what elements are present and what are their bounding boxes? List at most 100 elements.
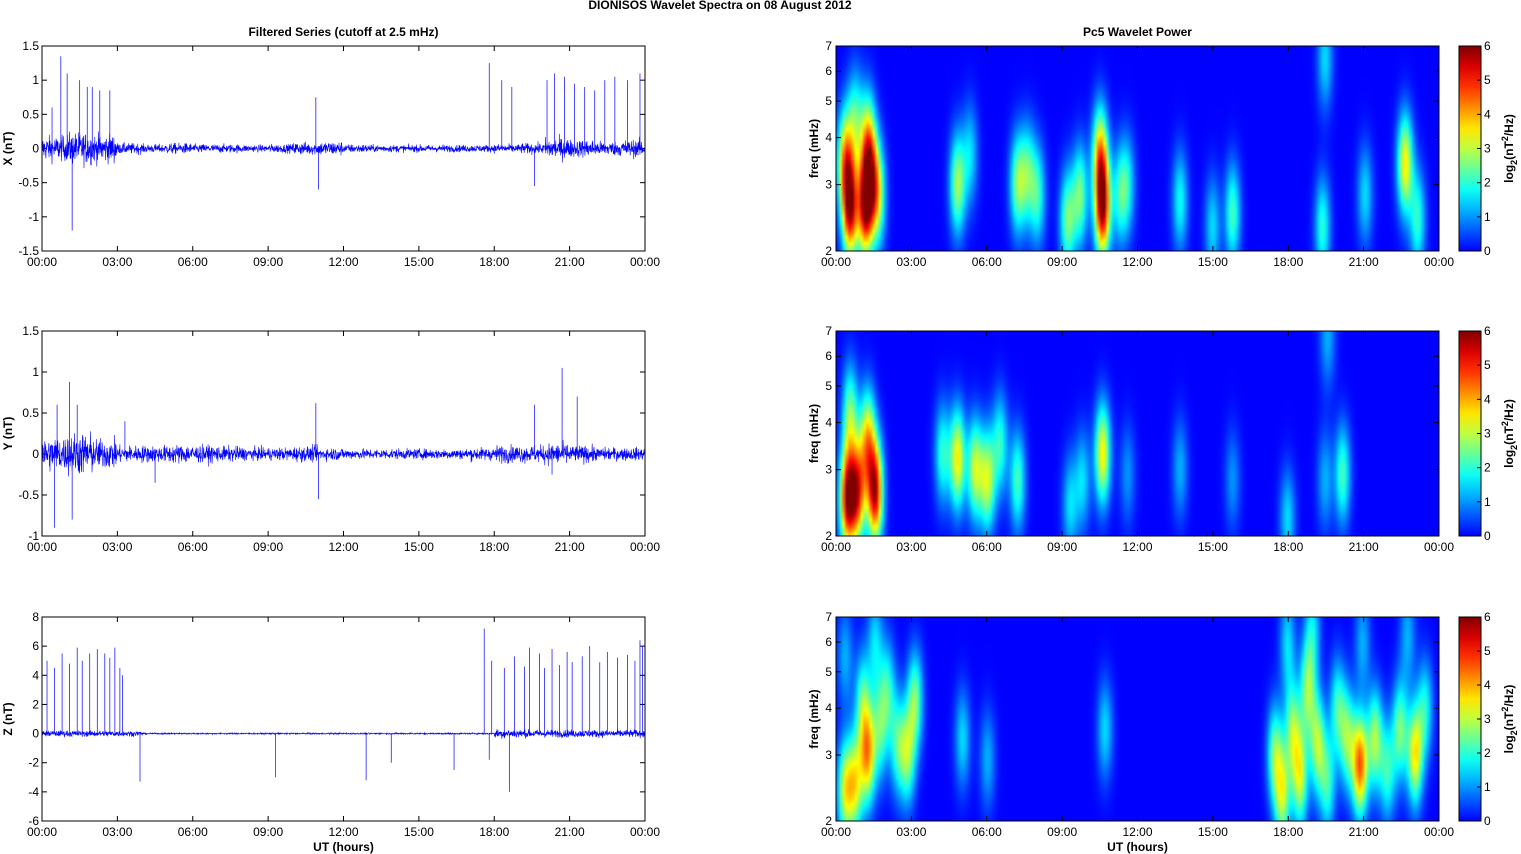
heatmap-panel-2-colorbar-tick-label: 0: [1484, 529, 1491, 543]
line-panel-1-x-tick-label: 18:00: [479, 255, 509, 269]
line-panel-2-x-tick-label: 15:00: [404, 540, 434, 554]
line-panel-1-x-tick-label: 00:00: [630, 255, 660, 269]
line-panel-1-frame: [41, 45, 646, 252]
colorbar-label-part: (nT: [1502, 426, 1516, 445]
heatmap-panel-1-y-tick-label: 2: [825, 244, 832, 258]
heatmap-panel-1-colorbar-tick-label: 0: [1484, 244, 1491, 258]
line-panel-3-series-line: [41, 728, 646, 739]
heatmap-panel-3-x-tick-label: 18:00: [1273, 825, 1303, 839]
colorbar-label-part: /Hz): [1502, 114, 1516, 136]
heatmap-panel-1-x-tick-label: 09:00: [1047, 255, 1077, 269]
line-panel-1-x-tick-label: 12:00: [328, 255, 358, 269]
line-panel-3-x-tick-label: 18:00: [479, 825, 509, 839]
heatmap-panel-1-y-axis-label: freq (mHz): [807, 119, 821, 178]
line-panel-3-frame: [41, 616, 646, 822]
heatmap-panel-2-y-axis-label: freq (mHz): [807, 404, 821, 463]
line-panel-2-x-tick-label: 12:00: [328, 540, 358, 554]
heatmap-panel-2-y-tick-label: 6: [825, 349, 832, 363]
line-panel-1-y-tick-label: 1: [32, 73, 39, 87]
heatmap-panel-1-x-tick-label: 03:00: [896, 255, 926, 269]
heatmap-panel-1-colorbar-tick-label: 4: [1484, 107, 1491, 121]
heatmap-panel-1-x-tick-label: 12:00: [1122, 255, 1152, 269]
heatmap-panel-1-y-tick-label: 4: [825, 131, 832, 145]
colorbar-label-part: 2: [1509, 160, 1519, 165]
heatmap-panel-1-y-tick-label: 7: [825, 39, 832, 53]
line-panel-1-x-tick-label: 21:00: [555, 255, 585, 269]
line-panel-1-y-tick-label: 0.5: [22, 107, 39, 121]
heatmap-panel-2-colorbar-label: log2(nT2/Hz): [1500, 399, 1519, 468]
line-panel-2-x-tick-label: 18:00: [479, 540, 509, 554]
heatmap-panel-1-y-tick-label: 5: [825, 94, 832, 108]
line-panel-1-y-tick-label: -1: [28, 210, 39, 224]
line-panel-3-plot-area: [42, 617, 645, 821]
heatmap-panel-1-x-tick-label: 15:00: [1198, 255, 1228, 269]
heatmap-panel-2-frame: [835, 330, 1440, 537]
line-panel-2-x-tick-label: 00:00: [630, 540, 660, 554]
line-panel-3-y-tick-label: 2: [32, 697, 39, 711]
heatmap-panel-1-colorbar-tick-label: 2: [1484, 176, 1491, 190]
line-panel-2-frame: [41, 330, 646, 537]
heatmap-panel-2-x-tick-label: 15:00: [1198, 540, 1228, 554]
line-panel-1-y-tick-label: 1.5: [22, 39, 39, 53]
line-panel-3-x-tick-label: 21:00: [555, 825, 585, 839]
heatmap-panel-3-x-tick-label: 00:00: [821, 825, 851, 839]
heatmap-panel-2-colorbar-tick-label: 4: [1484, 392, 1491, 406]
line-panel-1-y-tick-label: 0: [32, 142, 39, 156]
heatmap-panel-2-colorbar-tick-label: 5: [1484, 358, 1491, 372]
line-panel-3-x-tick-label: 09:00: [253, 825, 283, 839]
heatmap-panel-1-x-tick-label: 21:00: [1349, 255, 1379, 269]
colorbar-label-part: /Hz): [1502, 399, 1516, 421]
heatmap-panel-3-y-tick-label: 7: [825, 610, 832, 624]
heatmap-panel-1-colorbar-label: log2(nT2/Hz): [1500, 114, 1519, 183]
heatmap-panel-1-title: Pc5 Wavelet Power: [1083, 25, 1192, 39]
heatmap-panel-2-x-tick-label: 06:00: [972, 540, 1002, 554]
heatmap-panel-3-y-tick-label: 2: [825, 814, 832, 828]
line-panel-1-y-tick-label: -1.5: [18, 244, 39, 258]
line-panel-3-y-tick-label: -6: [28, 814, 39, 828]
line-panel-3-x-tick-label: 15:00: [404, 825, 434, 839]
figure-title: DIONISOS Wavelet Spectra on 08 August 20…: [588, 0, 852, 12]
heatmap-panel-2-x-tick-label: 00:00: [1424, 540, 1454, 554]
heatmap-panel-2-x-tick-label: 03:00: [896, 540, 926, 554]
colorbar-label-part: log: [1502, 165, 1516, 183]
heatmap-panel-2-x-tick-label: 18:00: [1273, 540, 1303, 554]
colorbar-label-part: (nT: [1502, 711, 1516, 730]
heatmap-panel-2-y-tick-label: 3: [825, 463, 832, 477]
heatmap-panel-1-power-image: [836, 46, 1439, 251]
colorbar-label-part: (nT: [1502, 141, 1516, 160]
line-panel-1-x-tick-label: 03:00: [102, 255, 132, 269]
line-panel-2-y-tick-label: -0.5: [18, 488, 39, 502]
heatmap-panel-3-y-tick-label: 6: [825, 635, 832, 649]
heatmap-panel-3-y-tick-label: 3: [825, 748, 832, 762]
heatmap-panel-3-y-tick-label: 4: [825, 701, 832, 715]
colorbar-label-part: 2: [1509, 730, 1519, 735]
heatmap-panel-2-power-image: [836, 331, 1439, 536]
line-panel-3-y-tick-label: -2: [28, 756, 39, 770]
line-panel-2-x-tick-label: 00:00: [27, 540, 57, 554]
heatmap-panel-2-y-tick-label: 2: [825, 529, 832, 543]
line-panel-2-x-tick-label: 06:00: [178, 540, 208, 554]
heatmap-panel-2-x-tick-label: 21:00: [1349, 540, 1379, 554]
line-panel-2-x-tick-label: 09:00: [253, 540, 283, 554]
line-panel-2-y-tick-label: 0.5: [22, 406, 39, 420]
heatmap-panel-3-colorbar-tick-label: 6: [1484, 610, 1491, 624]
line-panel-1-y-tick-label: -0.5: [18, 176, 39, 190]
colorbar-label-part: log: [1502, 735, 1516, 753]
line-panel-3-y-tick-label: -4: [28, 785, 39, 799]
heatmap-panel-3-x-tick-label: 15:00: [1198, 825, 1228, 839]
colorbar-label-part: 2: [1500, 421, 1510, 426]
heatmap-panel-2-y-tick-label: 5: [825, 379, 832, 393]
line-panel-3-y-axis-label: Z (nT): [1, 702, 15, 735]
heatmap-panel-1-frame: [835, 45, 1440, 252]
heatmap-panel-2-colorbar-tick-label: 3: [1484, 427, 1491, 441]
line-panel-3-x-tick-label: 00:00: [27, 825, 57, 839]
line-panel-3-x-axis-label: UT (hours): [313, 840, 374, 854]
colorbar-label-part: log: [1502, 450, 1516, 468]
line-panel-3-x-tick-label: 06:00: [178, 825, 208, 839]
heatmap-panel-2-y-tick-label: 7: [825, 324, 832, 338]
heatmap-panel-2-y-tick-label: 4: [825, 416, 832, 430]
heatmap-panel-2-x-tick-label: 09:00: [1047, 540, 1077, 554]
line-panel-1-title: Filtered Series (cutoff at 2.5 mHz): [248, 25, 438, 39]
line-panel-3-y-tick-label: 6: [32, 639, 39, 653]
